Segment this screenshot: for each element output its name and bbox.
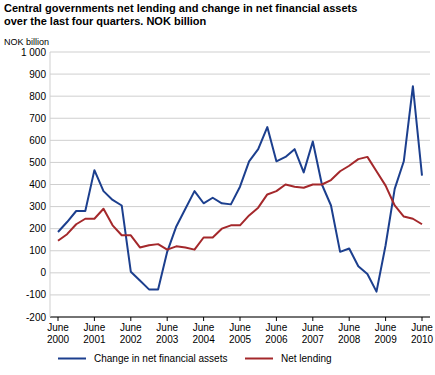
y-tick-label: 1 000 [21,47,46,58]
y-label: NOK billion [4,37,49,47]
grid-line [50,162,430,163]
x-tick-label-line: 2007 [302,334,325,345]
grid-line [50,140,430,141]
y-tick-label: 600 [29,135,46,146]
x-tick [349,317,350,321]
grid-line [50,74,430,75]
x-tick-label-line: June [84,322,106,333]
legend-swatch [245,358,273,360]
x-tick-label: June2006 [265,322,288,345]
chart: Central governments net lending and chan… [0,0,435,375]
plot-area [58,86,422,291]
x-tick-label-line: June [266,322,288,333]
grid-line [50,96,430,97]
x-tick-label-line: June [120,322,142,333]
x-tick [58,317,59,321]
y-tick-label: 0 [40,267,46,278]
grid-line [50,272,430,273]
y-tick-label: 200 [29,223,46,234]
grid-line [50,294,430,295]
x-tick-label: June2002 [120,322,143,345]
x-tick-label-line: 2003 [156,334,179,345]
x-tick-label: June2004 [192,322,215,345]
y-tick-label: 300 [29,201,46,212]
y-tick-label: 800 [29,91,46,102]
x-tick-label-line: 2009 [374,334,397,345]
title-line: Central governments net lending and chan… [4,2,357,14]
x-tick-label-line: June [156,322,178,333]
x-tick-label-line: June [375,322,397,333]
x-tick-label-line: 2008 [338,334,361,345]
title-line: over the last four quarters. NOK billion [4,15,207,27]
x-tick-label-line: June [229,322,251,333]
title: Central governments net lending and chan… [4,2,357,27]
x-tick-label-line: 2002 [120,334,143,345]
x-tick-label: June2005 [229,322,252,345]
series-line [58,86,422,291]
x-tick [385,317,386,321]
x-tick-label-line: June [411,322,433,333]
x-tick-label-line: 2005 [229,334,252,345]
y-tick-label: -100 [26,289,46,300]
x-tick [167,317,168,321]
x-tick-label-line: 2001 [83,334,106,345]
x-tick-label: June2008 [338,322,361,345]
x-tick-label: June2003 [156,322,179,345]
x-tick [240,317,241,321]
legend-swatch [58,358,86,360]
x-tick [130,317,131,321]
y-tick-label: 900 [29,69,46,80]
legend-label: Change in net financial assets [94,353,227,364]
y-axis [50,52,51,317]
x-tick [422,317,423,321]
y-tick-label: -200 [26,312,46,323]
grid-line [50,250,430,251]
x-tick-label: June2009 [374,322,397,345]
x-tick-label-line: June [193,322,215,333]
x-tick [312,317,313,321]
x-tick [94,317,95,321]
x-tick-label: June2010 [411,322,434,345]
x-tick-label: June2001 [83,322,106,345]
y-tick-label: 100 [29,245,46,256]
y-tick-label: 500 [29,157,46,168]
x-tick-label-line: 2006 [265,334,288,345]
y-tick-label: 700 [29,113,46,124]
grid-line [50,228,430,229]
x-tick-label: June2000 [47,322,70,345]
y-tick-label: 400 [29,179,46,190]
series-line [58,157,422,250]
x-tick-label-line: 2004 [192,334,215,345]
x-tick [276,317,277,321]
grid-line [50,206,430,207]
grid-line [50,52,430,53]
x-tick-label-line: 2010 [411,334,434,345]
x-tick [203,317,204,321]
x-tick-label: June2007 [302,322,325,345]
x-tick-label-line: June [302,322,324,333]
x-tick-label-line: June [338,322,360,333]
grid-line [50,118,430,119]
legend-label: Net lending [281,353,332,364]
x-tick-label-line: June [47,322,69,333]
x-tick-label-line: 2000 [47,334,70,345]
